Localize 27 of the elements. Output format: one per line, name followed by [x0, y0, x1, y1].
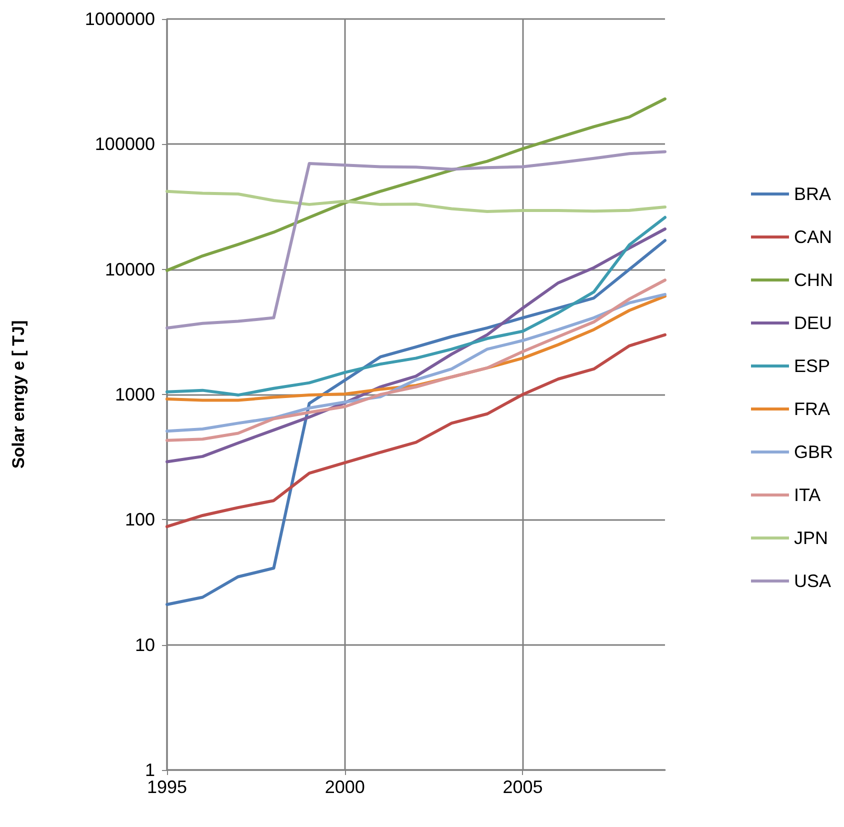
- legend-label: JPN: [794, 528, 828, 548]
- legend-label: ESP: [794, 356, 830, 376]
- x-tick-label: 2005: [502, 777, 543, 797]
- legend-label: FRA: [794, 399, 830, 419]
- legend-label: ITA: [794, 485, 821, 505]
- line-series: [166, 238, 666, 606]
- line-series: [166, 97, 666, 272]
- line-series: [166, 190, 666, 213]
- legend-label: CHN: [794, 270, 833, 290]
- legend-label: DEU: [794, 313, 832, 333]
- legend-label: GBR: [794, 442, 834, 462]
- y-tick-label: 1000: [114, 384, 155, 404]
- line-series: [166, 150, 666, 330]
- x-tick-label: 2000: [324, 777, 365, 797]
- y-tick-label: 10000: [104, 259, 155, 280]
- legend-label: USA: [794, 571, 832, 591]
- y-tick-label: 1: [144, 760, 155, 780]
- y-tick-label: 100000: [94, 134, 155, 154]
- line-series: [166, 333, 666, 528]
- y-axis-title: Solar enrgy e [ TJ]: [9, 320, 28, 469]
- legend-label: CAN: [794, 227, 832, 247]
- legend-label: BRA: [794, 184, 832, 204]
- y-tick-label: 100: [124, 510, 155, 530]
- x-tick-label: 1995: [146, 777, 188, 797]
- line-series: [166, 216, 666, 397]
- y-tick-label: 10: [134, 634, 155, 655]
- y-tick-label: 1000000: [84, 9, 155, 29]
